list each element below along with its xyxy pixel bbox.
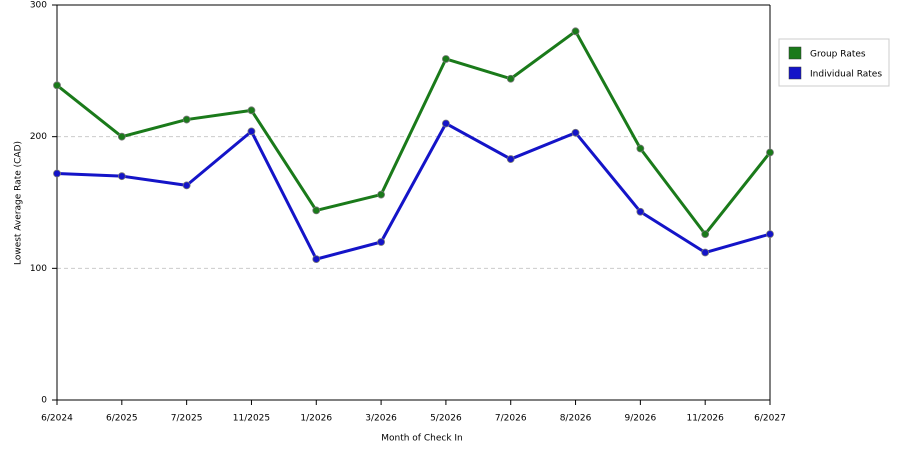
x-tick-label: 3/2026 bbox=[365, 414, 397, 424]
point bbox=[701, 230, 710, 239]
legend-swatch bbox=[788, 66, 802, 80]
x-tick-label: 11/2025 bbox=[233, 414, 270, 424]
point bbox=[247, 106, 256, 115]
point bbox=[636, 144, 645, 153]
x-tick-label: 6/2024 bbox=[41, 414, 73, 424]
series-line bbox=[56, 122, 771, 261]
legend-swatch bbox=[788, 46, 802, 60]
point bbox=[571, 27, 580, 36]
point bbox=[312, 255, 321, 264]
legend-label: Group Rates bbox=[810, 50, 866, 60]
point bbox=[117, 172, 126, 181]
point bbox=[53, 81, 61, 90]
point bbox=[377, 238, 385, 246]
point bbox=[766, 230, 774, 239]
point bbox=[636, 207, 645, 216]
point bbox=[247, 127, 256, 136]
x-tick-label: 8/2026 bbox=[560, 414, 592, 424]
point bbox=[442, 119, 450, 128]
point bbox=[377, 190, 385, 199]
point bbox=[571, 128, 580, 137]
y-axis-label: Lowest Average Rate (CAD) bbox=[14, 141, 24, 265]
point bbox=[766, 148, 774, 157]
x-tick-label: 9/2026 bbox=[625, 414, 657, 424]
y-tick-label: 300 bbox=[30, 1, 47, 11]
point bbox=[442, 55, 450, 63]
x-tick-label: 11/2026 bbox=[686, 414, 724, 424]
x-tick-label: 5/2026 bbox=[430, 414, 462, 424]
point bbox=[701, 248, 710, 257]
point bbox=[182, 115, 191, 124]
series-line bbox=[56, 29, 772, 236]
point bbox=[53, 169, 61, 178]
y-tick-label: 0 bbox=[41, 396, 47, 406]
x-tick-label: 1/2026 bbox=[300, 414, 332, 424]
legend-label: Individual Rates bbox=[810, 70, 882, 80]
y-tick-label: 100 bbox=[30, 264, 47, 274]
x-tick-label: 6/2027 bbox=[754, 414, 786, 424]
x-tick-label: 6/2025 bbox=[106, 414, 138, 424]
point bbox=[117, 132, 126, 141]
point bbox=[506, 155, 515, 163]
point bbox=[182, 181, 191, 190]
point bbox=[312, 206, 321, 215]
x-tick-label: 7/2025 bbox=[171, 414, 203, 424]
x-axis-label: Month of Check In bbox=[381, 434, 463, 444]
y-tick-label: 200 bbox=[30, 132, 47, 142]
point bbox=[506, 74, 515, 83]
x-tick-label: 7/2026 bbox=[495, 414, 527, 424]
